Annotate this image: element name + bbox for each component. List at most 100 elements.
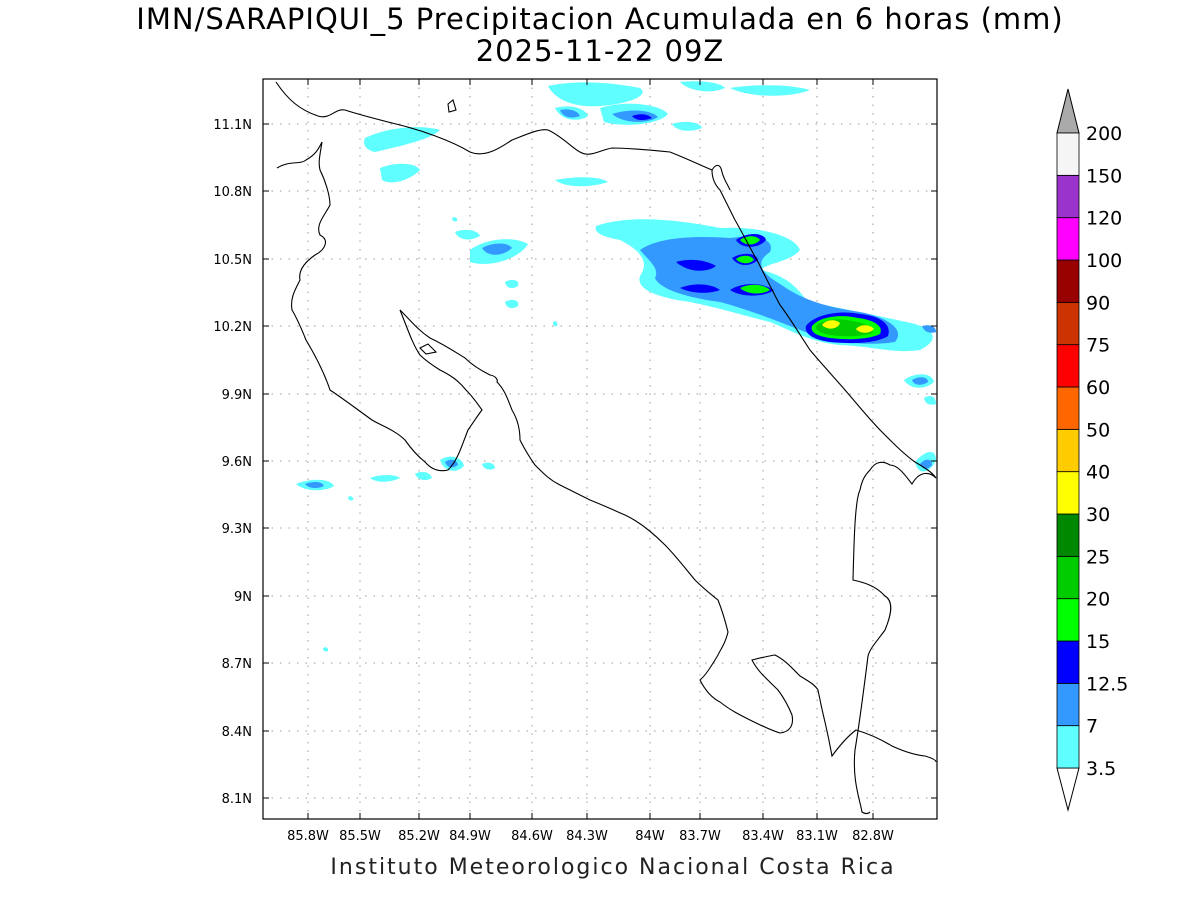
precipitation-colorbar: 3.5 7 12.5 15 20 25 30 40 50 60 75 90 100 120 150 200 bbox=[1056, 88, 1128, 812]
precip-area-light bbox=[415, 471, 432, 481]
colorbar-segment bbox=[1056, 640, 1080, 684]
colorbar-segment bbox=[1056, 725, 1080, 769]
precip-area-light bbox=[672, 121, 702, 131]
longitude-tick-labels: 85.8W 85.5W 85.2W 84.9W 84.6W 84.3W 84W 83.7W 83… bbox=[287, 79, 894, 844]
colorbar-label: 7 bbox=[1086, 716, 1098, 738]
precip-area-strong bbox=[740, 284, 770, 294]
colorbar-segment bbox=[1056, 555, 1080, 600]
precip-area-light bbox=[555, 177, 608, 187]
colorbar-segment bbox=[1056, 217, 1080, 261]
precipitation-field bbox=[296, 81, 936, 652]
colorbar-label: 150 bbox=[1086, 165, 1122, 187]
x-tick-label: 83.7W bbox=[679, 829, 721, 844]
colorbar-segment bbox=[1056, 598, 1080, 642]
y-tick-label: 8.4N bbox=[222, 725, 252, 740]
x-tick-label: 82.8W bbox=[852, 829, 894, 844]
x-tick-label: 84.9W bbox=[449, 829, 491, 844]
panama-border bbox=[852, 461, 937, 815]
y-tick-label: 11.1N bbox=[213, 118, 252, 133]
colorbar-label: 3.5 bbox=[1086, 758, 1116, 780]
precip-area-moderate bbox=[912, 377, 928, 385]
coast-detail bbox=[711, 164, 731, 191]
x-tick-label: 85.5W bbox=[339, 829, 381, 844]
latitude-tick-labels: 11.1N 10.8N 10.5N 10.2N 9.9N 9.6N 9.3N 9N 8.7N 8.… bbox=[213, 118, 937, 807]
colorbar-segment bbox=[1056, 301, 1080, 346]
y-tick-label: 8.1N bbox=[222, 792, 252, 807]
colorbar-segment bbox=[1056, 513, 1080, 557]
y-tick-label: 9.6N bbox=[222, 455, 252, 470]
nicaragua-border bbox=[275, 81, 713, 171]
x-tick-label: 83.1W bbox=[796, 829, 838, 844]
precip-area-light bbox=[505, 299, 519, 309]
colorbar-over-arrow bbox=[1056, 88, 1080, 134]
map-title: IMN/SARAPIQUI_5 Precipitacion Acumulada … bbox=[136, 2, 1064, 36]
coastlines bbox=[275, 81, 937, 815]
precip-area-light bbox=[364, 127, 440, 152]
colorbar-segment bbox=[1056, 386, 1080, 430]
precip-area-light bbox=[348, 496, 354, 501]
map-frame bbox=[262, 78, 938, 820]
colorbar-label: 30 bbox=[1086, 504, 1110, 526]
precip-area-light bbox=[455, 229, 480, 240]
precip-area-light bbox=[730, 85, 810, 96]
precip-area-heavy bbox=[676, 259, 716, 271]
colorbar-label: 90 bbox=[1086, 292, 1110, 314]
precip-area-light bbox=[380, 163, 420, 183]
precip-area-heavy bbox=[680, 284, 720, 293]
precip-area-light bbox=[370, 475, 400, 482]
precip-area-extreme bbox=[822, 320, 840, 329]
colorbar-label: 40 bbox=[1086, 462, 1110, 484]
nicoya-peninsula-inlet bbox=[419, 343, 438, 355]
colorbar-segment bbox=[1056, 259, 1080, 303]
colorbar-label: 200 bbox=[1086, 123, 1122, 145]
precip-area-light bbox=[452, 217, 458, 222]
precip-area-moderate bbox=[922, 325, 936, 333]
colorbar-label: 120 bbox=[1086, 208, 1122, 230]
colorbar-label: 100 bbox=[1086, 250, 1122, 272]
colorbar-segment bbox=[1056, 344, 1080, 388]
precip-area-light bbox=[482, 462, 495, 470]
colorbar-label: 60 bbox=[1086, 377, 1110, 399]
y-tick-label: 10.8N bbox=[213, 185, 252, 200]
x-tick-label: 85.8W bbox=[287, 829, 329, 844]
colorbar-segment bbox=[1056, 428, 1080, 473]
colorbar-segment bbox=[1056, 174, 1080, 219]
y-tick-label: 9.3N bbox=[222, 522, 252, 537]
colorbar-segment bbox=[1056, 471, 1080, 515]
precip-area-light bbox=[505, 279, 519, 289]
colorbar-label: 20 bbox=[1086, 589, 1110, 611]
precip-area-light bbox=[548, 82, 643, 107]
grid-lines bbox=[263, 79, 937, 819]
y-tick-label: 9.9N bbox=[222, 388, 252, 403]
footer-credit: Instituto Meteorologico Nacional Costa R… bbox=[330, 855, 896, 880]
precip-area-moderate bbox=[305, 481, 324, 489]
precip-area-light bbox=[680, 81, 725, 92]
precip-area-light bbox=[323, 647, 329, 652]
precip-area-strong bbox=[736, 255, 754, 264]
colorbar-segment bbox=[1056, 132, 1080, 176]
y-tick-label: 10.2N bbox=[213, 320, 252, 335]
colorbar-under-arrow bbox=[1056, 767, 1080, 812]
colorbar-segment bbox=[1056, 682, 1080, 727]
pacific-coast bbox=[276, 141, 483, 472]
nicoya-gulf bbox=[399, 309, 937, 763]
precip-area-extreme bbox=[856, 325, 874, 333]
x-tick-label: 85.2W bbox=[398, 829, 440, 844]
island-small bbox=[447, 99, 457, 113]
y-tick-label: 9N bbox=[234, 590, 252, 605]
y-tick-label: 10.5N bbox=[213, 253, 252, 268]
precip-area-moderate bbox=[560, 109, 580, 118]
x-tick-label: 84W bbox=[635, 829, 665, 844]
colorbar-label: 12.5 bbox=[1086, 673, 1128, 695]
colorbar-label: 50 bbox=[1086, 419, 1110, 441]
x-tick-label: 84.6W bbox=[511, 829, 553, 844]
map-subtitle-datetime: 2025-11-22 09Z bbox=[475, 34, 725, 68]
precip-area-light bbox=[924, 396, 936, 405]
precip-area-heavy bbox=[632, 114, 652, 121]
colorbar-label: 15 bbox=[1086, 631, 1110, 653]
y-tick-label: 8.7N bbox=[222, 657, 252, 672]
caribbean-coast bbox=[711, 169, 937, 479]
colorbar-label: 75 bbox=[1086, 335, 1110, 357]
colorbar-label: 25 bbox=[1086, 546, 1110, 568]
